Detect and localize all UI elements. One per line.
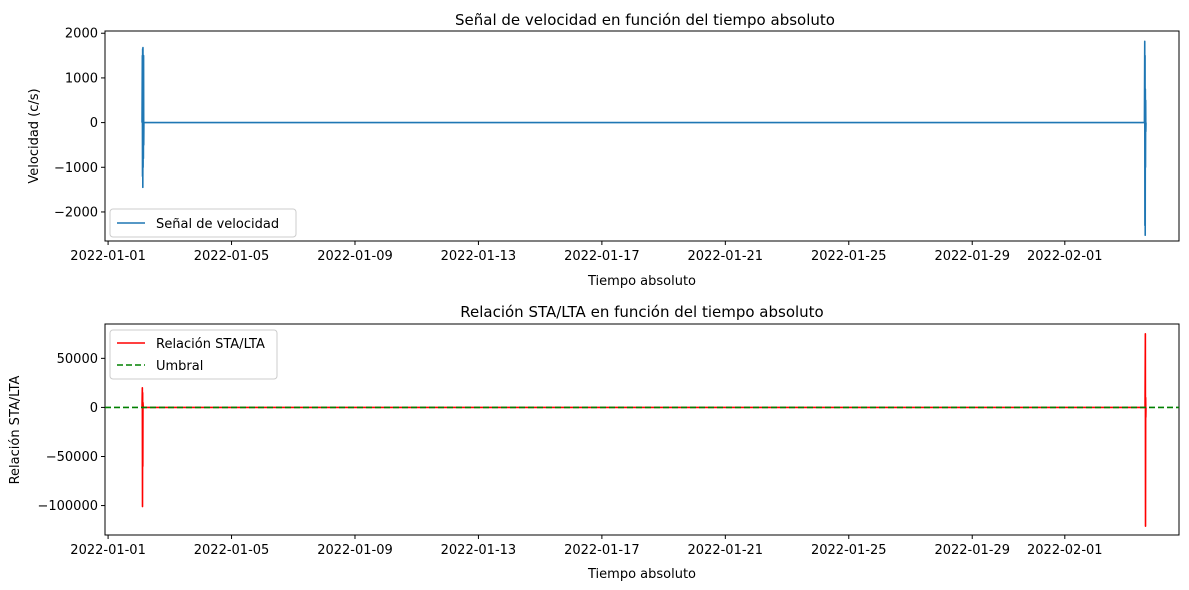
velocity-y-tick-label: 1000: [65, 71, 98, 86]
sta-lta-plot-area: 2022-01-01 2022-01-05 2022-01-09 2022-01-13…: [37, 323, 1180, 558]
velocity-y-tick-label: 2000: [65, 27, 98, 42]
velocity-plot-area: 2022-01-01 2022-01-05 2022-01-09 2022-01-13…: [54, 27, 1180, 264]
sta-lta-panel: Relación STA/LTA en función del tiempo a…: [8, 303, 1180, 582]
velocity-axes-frame: [104, 30, 1180, 242]
sta-lta-data-layer: [105, 333, 1179, 527]
sta-lta-x-tick-label: 2022-01-25: [811, 543, 887, 558]
sta-lta-legend-box: [109, 329, 278, 380]
sta-lta-x-tick-label: 2022-01-05: [194, 543, 270, 558]
threshold-legend-label: Umbral: [156, 359, 203, 374]
velocity-legend-label: Señal de velocidad: [156, 217, 279, 232]
sta-lta-series-relaci-n-sta-lta-burst: [1144, 333, 1147, 527]
sta-lta-x-tick-label: 2022-01-29: [934, 543, 1010, 558]
sta-lta-x-tick-label: 2022-02-01: [1027, 543, 1103, 558]
velocity-x-tick-label: 2022-01-01: [70, 249, 146, 264]
sta-lta-series-relaci-n-sta-lta-burst: [141, 386, 145, 508]
sta-lta-y-tick-label: −50000: [46, 450, 98, 465]
velocity-legend-box: [109, 208, 297, 238]
sta-lta-y-tick-label: 0: [90, 401, 98, 416]
velocity-x-tick-label: 2022-01-13: [441, 249, 517, 264]
velocity-x-tick-label: 2022-01-29: [934, 249, 1010, 264]
velocity-y-tick-label: −1000: [54, 161, 98, 176]
velocity-x-axis-label: Tiempo absoluto: [587, 274, 696, 289]
velocity-x-tick-label: 2022-01-21: [688, 249, 764, 264]
sta-lta-x-tick-label: 2022-01-17: [564, 543, 640, 558]
velocity-x-tick-label: 2022-01-09: [317, 249, 393, 264]
velocity-panel: Señal de velocidad en función del tiempo…: [27, 11, 1180, 289]
sta-lta-y-tick-label: 50000: [57, 352, 98, 367]
sta-lta-x-tick-label: 2022-01-13: [441, 543, 517, 558]
sta-lta-x-tick-label: 2022-01-09: [317, 543, 393, 558]
velocity-x-tick-label: 2022-02-01: [1027, 249, 1103, 264]
velocity-data-layer: [141, 40, 1147, 236]
velocity-x-tick-label: 2022-01-17: [564, 249, 640, 264]
velocity-y-axis-label: Velocidad (c/s): [27, 88, 42, 183]
sta-lta-x-tick-label: 2022-01-21: [688, 543, 764, 558]
velocity-legend: Señal de velocidad: [109, 208, 297, 238]
sta-lta-y-tick-label: −100000: [37, 499, 98, 514]
sta-lta-y-axis-label: Relación STA/LTA: [8, 375, 23, 484]
sta-lta-x-axis-label: Tiempo absoluto: [587, 567, 696, 582]
velocity-series-se-al-de-velocidad-burst: [141, 46, 145, 189]
velocity-chart-title: Señal de velocidad en función del tiempo…: [455, 11, 835, 29]
velocity-y-tick-label: −2000: [54, 205, 98, 220]
velocity-x-tick-label: 2022-01-25: [811, 249, 887, 264]
sta-lta-legend: Relación STA/LTA Umbral: [109, 329, 278, 380]
velocity-x-tick-label: 2022-01-05: [194, 249, 270, 264]
sta-lta-axes-frame: [104, 323, 1180, 536]
sta-lta-chart-title: Relación STA/LTA en función del tiempo a…: [460, 303, 824, 321]
sta-lta-x-tick-label: 2022-01-01: [70, 543, 146, 558]
velocity-y-tick-label: 0: [90, 116, 98, 131]
sta-lta-legend-label: Relación STA/LTA: [156, 337, 265, 352]
velocity-series-se-al-de-velocidad-burst: [1143, 40, 1147, 236]
